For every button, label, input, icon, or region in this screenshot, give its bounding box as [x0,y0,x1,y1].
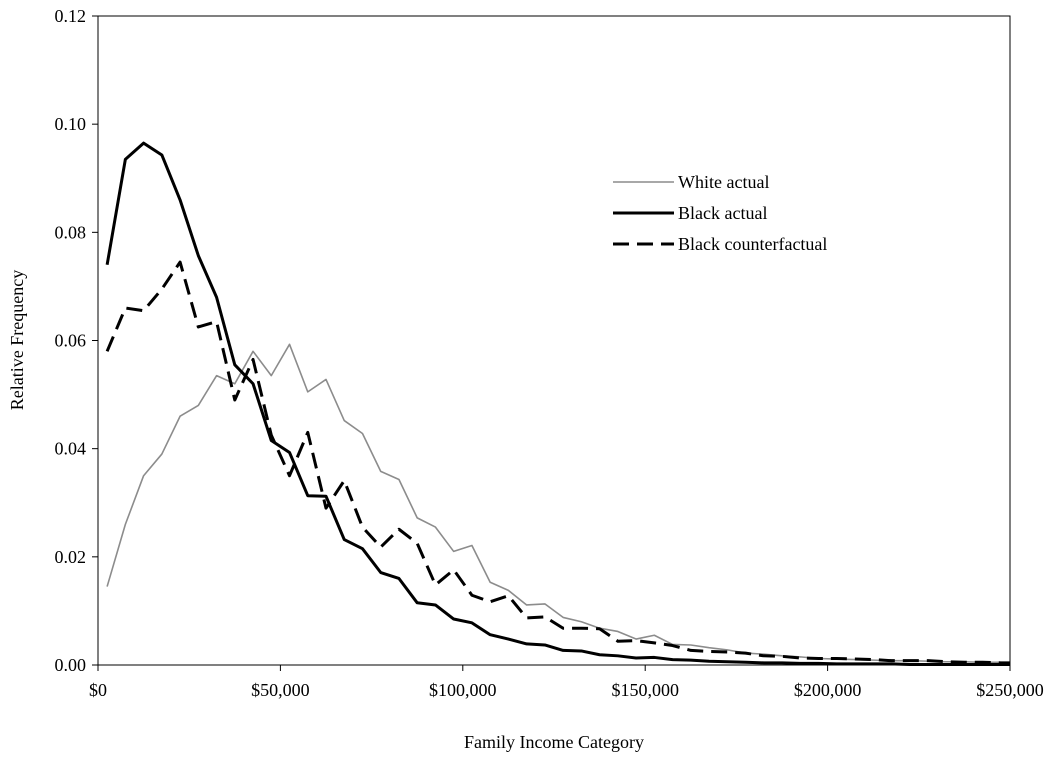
plot-area [97,15,1011,666]
legend-label: White actual [678,172,769,192]
y-tick-label: 0.10 [55,114,87,134]
series-line-black-actual [105,141,1010,666]
x-tick-label: $0 [89,680,107,700]
x-tick-label: $50,000 [251,680,310,700]
x-tick-label: $250,000 [976,680,1044,700]
y-tick-label: 0.06 [55,331,87,351]
series-line-black-counterfactual [105,260,1010,665]
legend-label: Black counterfactual [678,234,827,254]
y-tick-label: 0.08 [55,222,87,242]
y-tick-label: 0.00 [55,655,87,675]
x-tick-label: $150,000 [611,680,679,700]
y-axis-title: Relative Frequency [7,270,27,410]
y-tick-label: 0.02 [55,547,87,567]
x-axis-title: Family Income Category [464,732,644,752]
series-lines [105,141,1010,666]
legend: White actual Black actual Black counterfac… [613,172,827,254]
y-axis: 0.00 0.02 0.04 0.06 0.08 0.10 0.12 [55,6,98,675]
x-tick-label: $200,000 [794,680,862,700]
y-tick-label: 0.12 [55,6,87,26]
x-tick-label: $100,000 [429,680,497,700]
x-axis: $0 $50,000 $100,000 $150,000 $200,000 $250,00… [89,665,1044,700]
legend-label: Black actual [678,203,767,223]
y-tick-label: 0.04 [55,439,87,459]
